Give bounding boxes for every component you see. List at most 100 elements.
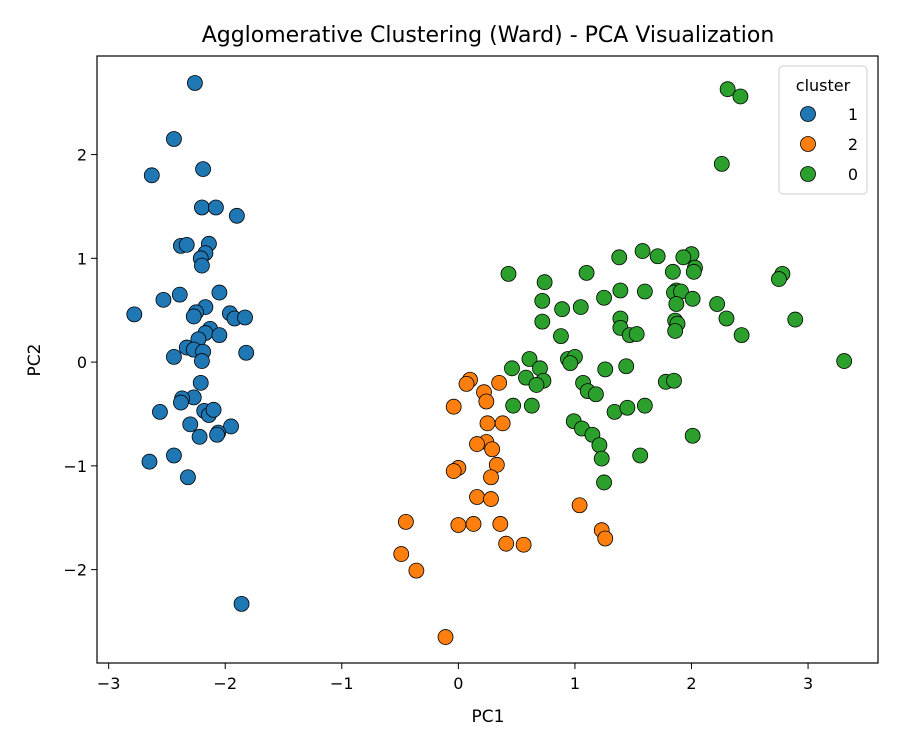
data-point-cluster-1 (152, 403, 168, 420)
data-point-cluster-2 (484, 441, 501, 458)
data-point-cluster-1 (238, 344, 255, 361)
data-point-cluster-0 (636, 283, 653, 300)
x-axis-label: PC1 (472, 707, 505, 727)
legend-title: cluster (796, 76, 851, 95)
data-point-cluster-1 (171, 286, 188, 303)
data-point-cluster-0 (534, 292, 551, 309)
data-point-cluster-0 (593, 450, 610, 467)
data-point-cluster-2 (469, 489, 485, 505)
data-point-cluster-0 (521, 351, 538, 367)
data-point-cluster-1 (187, 75, 203, 91)
legend-marker-cluster-2 (800, 136, 816, 152)
data-point-cluster-0 (771, 271, 787, 287)
data-point-cluster-0 (596, 474, 612, 491)
x-tick-label: 2 (686, 674, 696, 693)
data-point-cluster-0 (591, 437, 608, 454)
legend-marker-cluster-1 (800, 106, 816, 122)
data-point-cluster-0 (536, 274, 553, 291)
data-point-cluster-1 (195, 161, 211, 177)
data-point-cluster-2 (597, 530, 614, 547)
legend-marker-cluster-0 (800, 166, 816, 182)
data-point-cluster-1 (173, 394, 189, 411)
data-point-cluster-0 (836, 353, 853, 369)
data-point-cluster-0 (684, 290, 701, 307)
data-point-cluster-1 (237, 309, 253, 326)
y-axis-label: PC2 (25, 344, 45, 377)
data-point-cluster-1 (233, 595, 250, 612)
data-point-cluster-0 (709, 296, 726, 312)
data-point-cluster-0 (611, 249, 628, 266)
data-point-cluster-0 (666, 372, 682, 389)
data-point-cluster-1 (209, 426, 225, 443)
data-point-cluster-0 (618, 358, 635, 375)
data-point-cluster-1 (194, 199, 210, 216)
data-point-cluster-0 (505, 397, 522, 414)
data-point-cluster-2 (483, 491, 499, 507)
data-point-cluster-0 (523, 397, 540, 414)
data-point-cluster-2 (393, 546, 410, 562)
y-tick-label: −2 (63, 561, 87, 580)
data-point-cluster-0 (596, 289, 612, 306)
data-point-cluster-0 (588, 386, 604, 403)
points-layer (126, 75, 853, 645)
data-point-cluster-1 (141, 453, 158, 470)
data-point-cluster-2 (491, 374, 508, 391)
x-tick-label: −3 (97, 674, 121, 693)
data-point-cluster-2 (408, 562, 425, 579)
data-point-cluster-2 (450, 517, 467, 533)
data-point-cluster-0 (554, 301, 571, 318)
data-point-cluster-0 (787, 311, 804, 328)
data-point-cluster-2 (571, 497, 588, 514)
data-point-cluster-0 (684, 427, 701, 444)
data-point-cluster-0 (733, 327, 750, 344)
data-point-cluster-1 (182, 416, 199, 433)
data-point-cluster-1 (166, 447, 182, 464)
data-point-cluster-1 (180, 469, 196, 486)
legend-label-cluster-1: 1 (848, 105, 858, 124)
x-tick-label: −2 (213, 674, 237, 693)
legend-label-cluster-2: 2 (848, 135, 858, 154)
data-point-cluster-1 (126, 306, 143, 323)
data-point-cluster-2 (483, 469, 499, 486)
chart-title: Agglomerative Clustering (Ward) - PCA Vi… (202, 23, 775, 48)
data-point-cluster-2 (478, 393, 495, 410)
data-point-cluster-0 (719, 81, 736, 98)
data-point-cluster-2 (437, 629, 454, 645)
data-point-cluster-0 (619, 399, 636, 416)
data-point-cluster-1 (194, 257, 210, 274)
data-point-cluster-1 (211, 284, 228, 301)
data-point-cluster-1 (166, 349, 182, 365)
legend-entries: 1 2 0 (800, 105, 858, 184)
data-point-cluster-0 (562, 355, 579, 372)
data-point-cluster-1 (192, 374, 209, 391)
data-point-cluster-1 (228, 207, 245, 224)
data-point-cluster-1 (191, 428, 208, 445)
data-point-cluster-2 (515, 536, 532, 553)
data-point-cluster-1 (205, 401, 222, 418)
legend-box (778, 65, 868, 195)
data-point-cluster-0 (632, 447, 649, 464)
y-tick-label: 1 (77, 249, 87, 268)
data-point-cluster-1 (178, 236, 195, 253)
plot-area-frame (96, 55, 879, 664)
legend-label-cluster-0: 0 (848, 165, 858, 184)
data-point-cluster-0 (578, 264, 595, 281)
data-point-cluster-0 (667, 323, 684, 339)
x-tick-label: −1 (330, 674, 354, 693)
x-axis-ticks: −3 −2 −1 0 1 2 3 (97, 663, 813, 693)
data-point-cluster-0 (636, 397, 653, 414)
data-point-cluster-0 (713, 156, 730, 172)
data-point-cluster-2 (445, 398, 462, 415)
data-point-cluster-1 (166, 131, 182, 147)
data-point-cluster-0 (668, 296, 685, 312)
data-point-cluster-0 (504, 360, 520, 377)
y-tick-label: 2 (77, 146, 87, 165)
data-point-cluster-0 (597, 361, 614, 378)
data-point-cluster-2 (479, 415, 496, 432)
data-point-cluster-0 (718, 310, 735, 327)
data-point-cluster-2 (398, 513, 414, 530)
data-point-cluster-0 (664, 263, 681, 280)
data-point-cluster-0 (732, 88, 749, 105)
data-point-cluster-2 (458, 375, 475, 392)
